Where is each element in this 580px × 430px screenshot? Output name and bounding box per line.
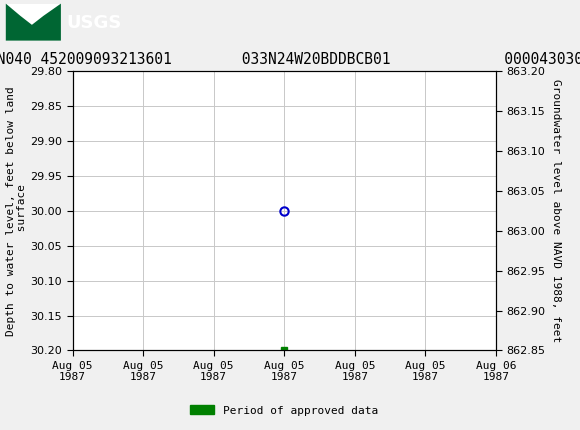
Bar (6, 3, 61, 41)
Legend: Period of approved data: Period of approved data (186, 401, 383, 420)
Text: MN040 452009093213601        033N24W20BDDBCB01             0000430304: MN040 452009093213601 033N24W20BDDBCB01 … (0, 52, 580, 67)
Polygon shape (6, 3, 61, 41)
Y-axis label: Groundwater level above NAVD 1988, feet: Groundwater level above NAVD 1988, feet (551, 79, 561, 342)
Y-axis label: Depth to water level, feet below land
 surface: Depth to water level, feet below land su… (6, 86, 27, 335)
Text: USGS: USGS (67, 14, 122, 31)
